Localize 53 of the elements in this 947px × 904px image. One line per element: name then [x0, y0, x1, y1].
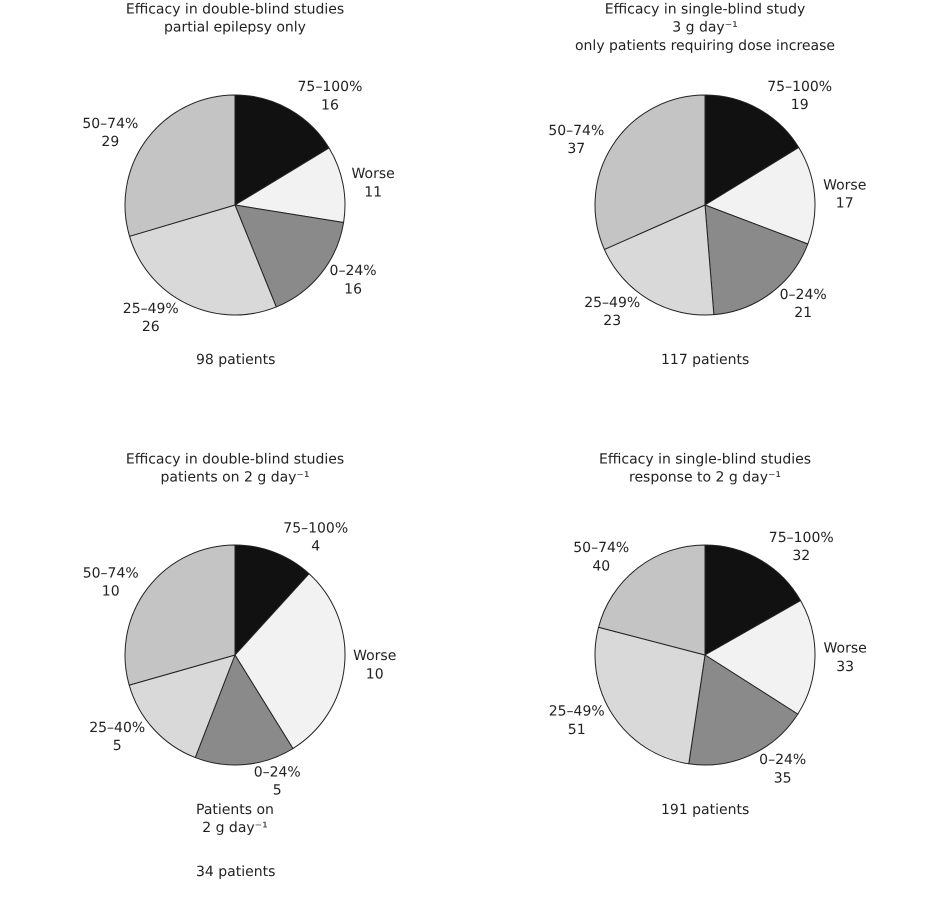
text: Patients on 2 g day⁻¹: [196, 802, 274, 836]
data-label: 32: [792, 548, 810, 564]
slice-label: Worse: [824, 640, 867, 657]
slice-label: 25–49%: [548, 704, 605, 720]
chart-title: Efficacy in single-blind study: [604, 2, 806, 18]
text: 34 patients: [196, 864, 276, 880]
chart-subtitle: patients on 2 g day⁻¹: [160, 470, 310, 486]
data-label: 5: [112, 738, 122, 754]
data-label: 37: [567, 140, 586, 157]
slice-label: Worse: [352, 166, 395, 182]
data-label: 26: [142, 319, 160, 336]
slice-label: 75–100%: [767, 78, 832, 95]
chart-title: Efficacy in double-blind studies: [126, 452, 344, 468]
text: 98 patients: [196, 352, 276, 368]
chart-subtitle: partial epilepsy only: [164, 20, 306, 36]
data-label: 29: [101, 134, 120, 150]
slice-label: 75–100%: [298, 79, 362, 96]
data-label: 16: [321, 97, 339, 114]
data-label: 40: [592, 558, 610, 574]
chart-title: Efficacy in double-blind studies: [126, 2, 344, 18]
chart-subtitle: response to 2 g day⁻¹: [629, 470, 781, 486]
data-label: 11: [364, 184, 382, 200]
chart-subtitle: 3 g day⁻¹ only patients requiring dose increase: [574, 20, 836, 54]
slice-label: 25–49%: [122, 300, 179, 317]
slice-label: 25–49%: [584, 295, 640, 312]
slice-label: 75–100%: [768, 530, 834, 546]
slice-label: 0–24%: [254, 764, 301, 780]
data-label: 23: [603, 313, 622, 330]
data-label: 51: [568, 722, 586, 738]
slice-label: Worse: [353, 648, 396, 664]
data-label: 5: [272, 782, 282, 799]
slice-label: 50–74%: [548, 122, 604, 139]
slice-label: Worse: [823, 177, 866, 194]
slice-label: 25–40%: [89, 720, 146, 736]
slice-label: 50–74%: [82, 565, 139, 582]
slice-label: 0–24%: [780, 286, 827, 303]
slice-label: 50–74%: [82, 116, 138, 132]
slice-label: 0–24%: [330, 263, 377, 280]
data-label: 10: [102, 584, 120, 600]
data-label: 16: [344, 281, 362, 298]
data-label: 10: [366, 666, 384, 682]
slice-label: 50–74%: [573, 540, 630, 556]
data-label: 19: [790, 97, 809, 114]
data-label: 4: [311, 538, 320, 555]
slice-label: 0–24%: [759, 752, 806, 768]
data-label: 35: [774, 770, 792, 786]
data-label: 17: [836, 196, 854, 212]
text: 191 patients: [661, 802, 750, 818]
slice-label: 75–100%: [283, 520, 348, 536]
data-label: 21: [794, 304, 812, 321]
chart-title: Efficacy in single-blind studies: [598, 452, 812, 468]
text: 117 patients: [661, 352, 750, 368]
data-label: 33: [836, 658, 854, 675]
